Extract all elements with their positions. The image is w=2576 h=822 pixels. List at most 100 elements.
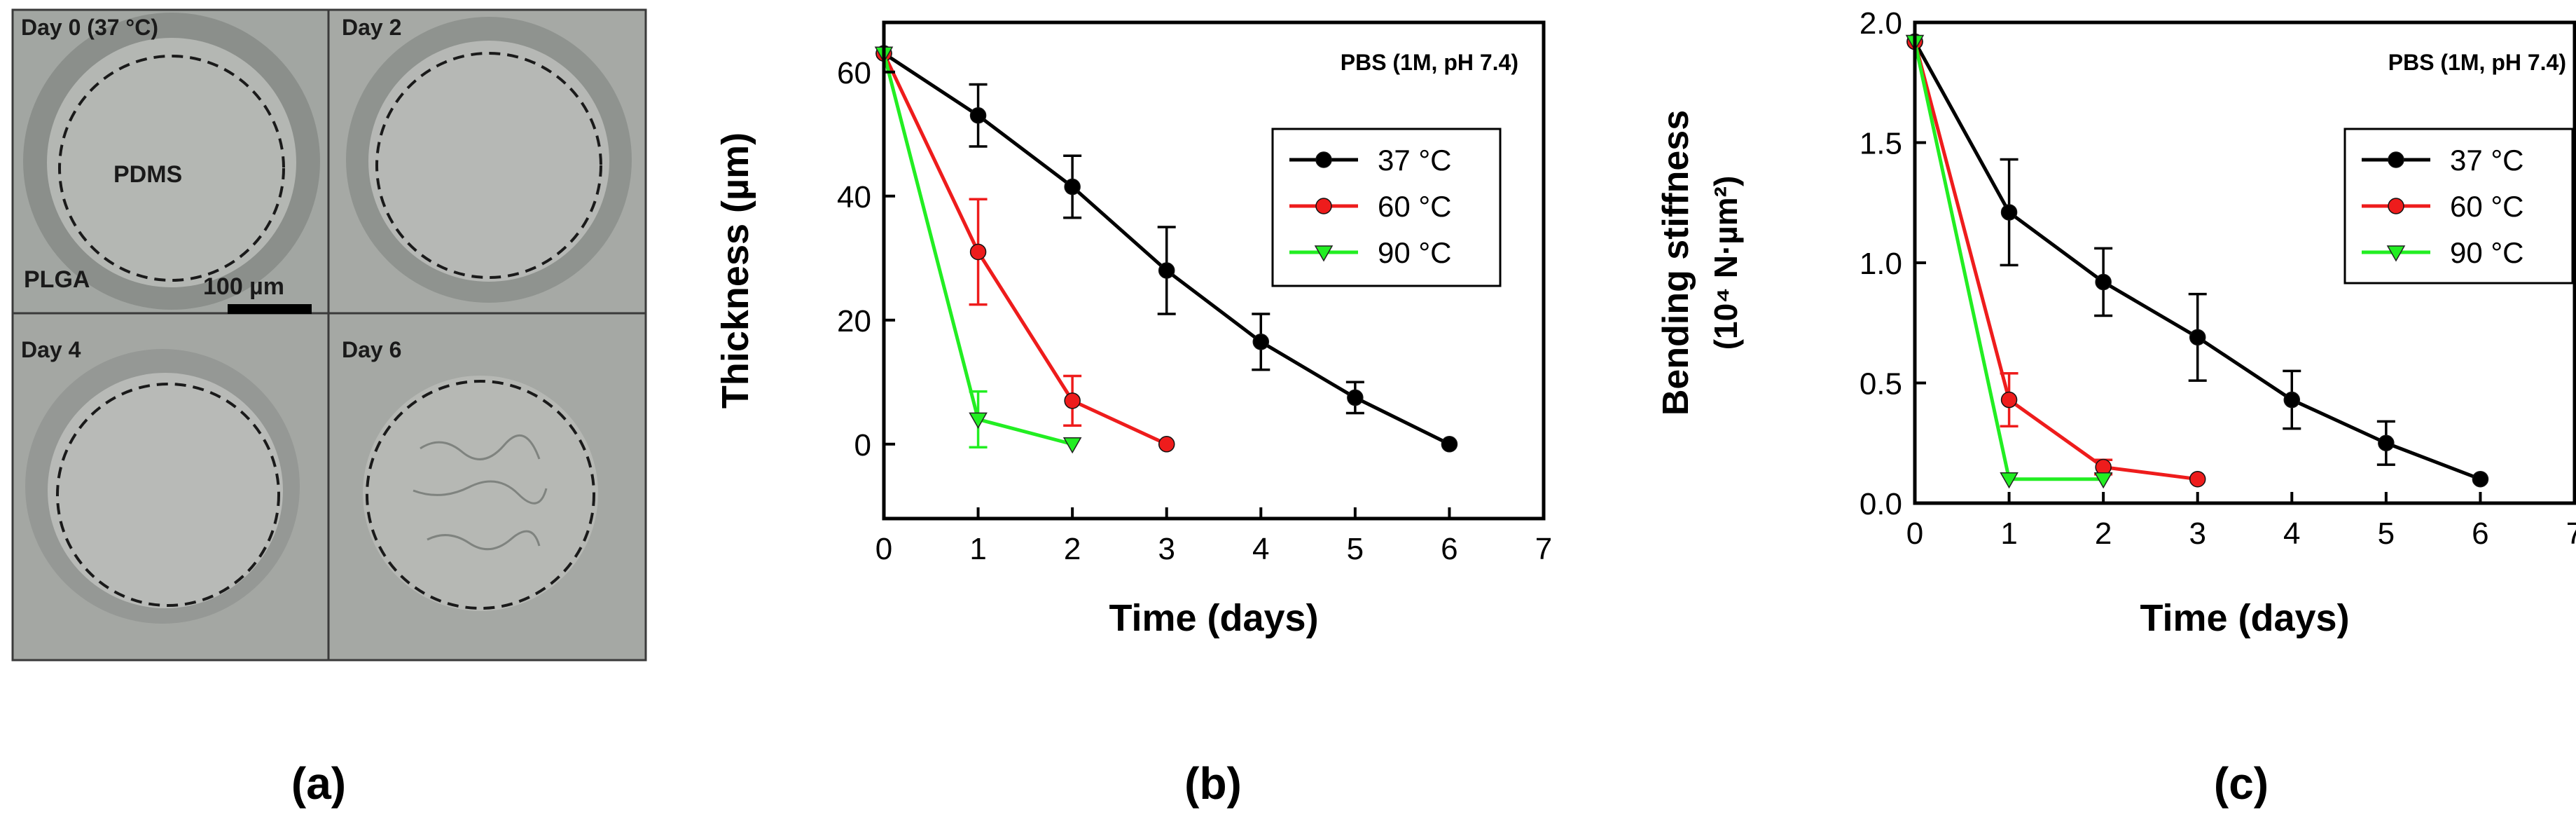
data-point	[1441, 436, 1458, 453]
x-tick-label: 7	[2566, 516, 2576, 551]
data-point	[2095, 273, 2112, 291]
data-point	[1158, 262, 1175, 279]
pdms-core-day2	[368, 41, 609, 282]
data-point	[1062, 437, 1082, 454]
data-point	[1252, 334, 1270, 350]
x-tick-label: 0	[875, 532, 892, 566]
data-point	[2378, 434, 2395, 451]
x-tick-label: 6	[1441, 532, 1457, 566]
x-tick-label: 7	[1535, 532, 1552, 566]
legend-label: 90 °C	[1378, 236, 1452, 269]
data-point	[1064, 178, 1081, 196]
pdms-outline-day0	[58, 55, 285, 282]
micrograph-panel: Day 0 (37 °C) Day 2 Day 4 Day 6 PDMS PLG…	[11, 8, 647, 809]
caption-b: (b)	[1184, 758, 1242, 809]
scale-bar-label: 100 µm	[203, 273, 284, 300]
data-point	[1064, 392, 1081, 409]
data-point	[2472, 470, 2489, 488]
y-tick-label: 1.5	[1860, 127, 1902, 161]
y-tick-label: 20	[837, 304, 871, 338]
chart-b-legend: 37 °C 60 °C 90 °C	[1271, 128, 1502, 287]
thickness-chart: 0 1 2 3 4 5 6 7 0 20 40 60 Time (days) Thickness (µ…	[714, 20, 1552, 809]
micrograph-label-day4: Day 4	[21, 337, 81, 362]
stiffness-series	[1905, 33, 2489, 489]
legend-marker	[2386, 245, 2406, 262]
x-tick-label: 3	[1158, 532, 1175, 566]
scale-bar	[228, 304, 312, 314]
pdms-core-day0	[47, 38, 296, 287]
data-point	[1347, 389, 1364, 406]
legend-label: 37 °C	[2450, 144, 2524, 177]
stiffness-chart: 0 1 2 3 4 5 6 7 0.0 0.5 1.0 1.5 2.0 Time (days) Bend…	[1656, 6, 2576, 809]
caption-c: (c)	[2214, 758, 2269, 809]
micrograph-label-day2: Day 2	[342, 15, 401, 40]
y-tick-label: 0	[854, 428, 871, 463]
data-point	[2000, 204, 2018, 221]
x-tick-label: 0	[1906, 516, 1923, 551]
thickness-series	[874, 45, 1458, 454]
data-point	[2000, 391, 2018, 409]
chart-b-title: PBS (1M, pH 7.4)	[1341, 50, 1518, 75]
pdms-label: PDMS	[113, 161, 182, 188]
y-tick-label: 0.0	[1860, 487, 1902, 521]
data-point	[2093, 472, 2113, 489]
legend-marker	[1315, 151, 1332, 168]
data-point	[1158, 436, 1175, 453]
legend-marker	[1314, 245, 1334, 262]
legend-label: 60 °C	[1378, 190, 1452, 223]
data-point	[969, 412, 988, 429]
y-tick-label: 60	[837, 56, 871, 90]
chart-c-ylabel-line1: Bending stiffness	[1656, 110, 1696, 416]
pdms-outline-day4	[56, 383, 280, 607]
y-tick-label: 1.0	[1860, 247, 1902, 281]
x-tick-label: 1	[2000, 516, 2017, 551]
micrograph-label-day6: Day 6	[342, 337, 401, 362]
data-point	[2189, 329, 2206, 346]
chart-b-xlabel: Time (days)	[1109, 597, 1318, 639]
legend-label: 90 °C	[2450, 236, 2524, 269]
chart-b-ylabel: Thickness (µm)	[714, 132, 756, 409]
series-line	[882, 53, 1168, 446]
series-s37	[1906, 33, 2489, 488]
series-s60	[875, 45, 1175, 453]
x-tick-label: 3	[2189, 516, 2205, 551]
pdms-core-day4	[48, 373, 283, 608]
series-line	[1913, 41, 2198, 481]
legend-marker	[2388, 151, 2404, 168]
plga-label: PLGA	[24, 266, 90, 293]
data-point	[969, 107, 987, 124]
micrograph-label-day0: Day 0 (37 °C)	[21, 15, 158, 40]
data-point	[2000, 472, 2018, 489]
x-tick-label: 2	[2095, 516, 2112, 551]
y-tick-label: 2.0	[1860, 6, 1902, 41]
series-s60	[1906, 33, 2206, 488]
data-point	[2189, 470, 2206, 488]
x-tick-label: 2	[1064, 532, 1081, 566]
crack-texture	[413, 434, 548, 551]
data-point	[969, 243, 987, 261]
x-tick-label: 5	[1347, 532, 1364, 566]
x-tick-label: 1	[969, 532, 986, 566]
chart-c-title: PBS (1M, pH 7.4)	[2388, 50, 2566, 75]
legend-marker	[1315, 198, 1332, 214]
chart-c-legend: 37 °C 60 °C 90 °C	[2343, 128, 2574, 285]
x-tick-label: 4	[1252, 532, 1269, 566]
legend-marker	[2388, 198, 2404, 214]
x-tick-label: 5	[2378, 516, 2395, 551]
chart-b-frame	[882, 20, 1546, 521]
chart-c-ylabel-line2: (10⁴ N·µm²)	[1708, 176, 1744, 350]
x-tick-label: 6	[2472, 516, 2488, 551]
y-tick-label: 40	[837, 180, 871, 214]
pdms-outline-day6	[366, 380, 595, 610]
legend-label: 60 °C	[2450, 190, 2524, 223]
x-tick-label: 4	[2283, 516, 2300, 551]
pdms-outline-day2	[375, 52, 602, 279]
data-point	[2283, 391, 2301, 409]
legend-label: 37 °C	[1378, 144, 1452, 177]
micrograph-frame	[11, 8, 647, 662]
y-tick-label: 0.5	[1860, 367, 1902, 402]
chart-c-xlabel: Time (days)	[2140, 597, 2349, 639]
series-s90	[874, 46, 1082, 454]
caption-a: (a)	[291, 758, 346, 809]
